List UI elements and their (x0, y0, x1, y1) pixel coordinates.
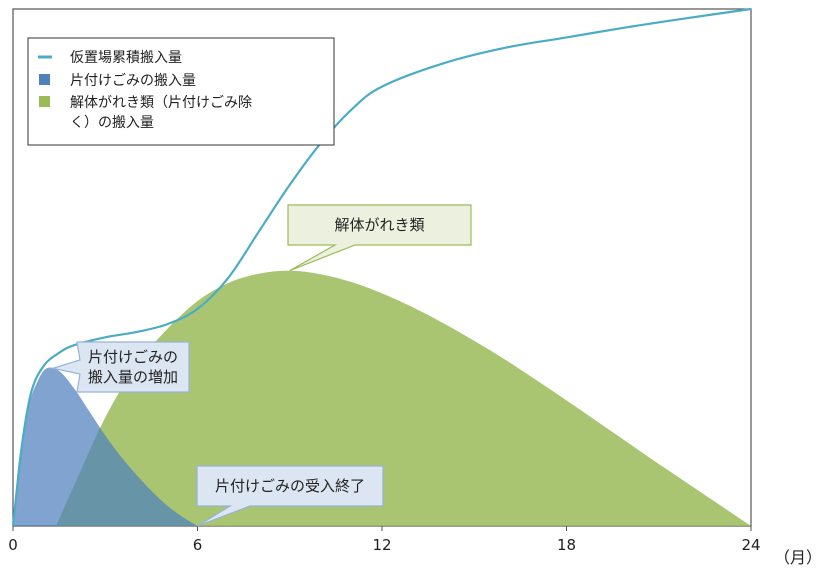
legend-item: 片付けごみの搬入量 (39, 73, 196, 89)
cleanup-waste-area (13, 367, 198, 526)
legend-label: 片付けごみの搬入量 (70, 73, 196, 89)
line-layer (11, 7, 752, 527)
callout-bubble (196, 465, 384, 527)
callout-end: 片付けごみの受入終了 (196, 465, 384, 527)
x-tick-label: 18 (557, 536, 576, 554)
legend-box (27, 37, 335, 146)
cumulative-line (11, 7, 752, 527)
legend-label: く）の搬入量 (70, 115, 154, 131)
legend-label: 仮置場累積搬入量 (70, 50, 182, 66)
rubble-area (56, 270, 751, 526)
area-layer (13, 270, 751, 526)
legend-item: 仮置場累積搬入量 (38, 50, 182, 66)
callout-bubble (50, 341, 190, 393)
x-tick-label: 12 (372, 536, 391, 554)
x-tick-label: 6 (193, 536, 203, 554)
x-axis-unit: （月） (774, 548, 821, 567)
callout-text: 片付けごみの (88, 348, 178, 366)
callout-bubble (287, 204, 472, 272)
legend-square-swatch (39, 74, 50, 85)
x-tick-label: 24 (741, 536, 760, 554)
callout-text: 片付けごみの受入終了 (215, 477, 365, 495)
legend-square-swatch (39, 96, 50, 107)
legend-label: 解体がれき類（片付けごみ除 (70, 95, 252, 111)
callout-text: 解体がれき類 (334, 216, 424, 234)
callout-text: 搬入量の増加 (88, 368, 178, 386)
x-axis: 0 6 12 18 24 (8, 526, 761, 554)
x-tick-label: 0 (8, 536, 18, 554)
callout-rubble: 解体がれき類 (287, 204, 472, 272)
